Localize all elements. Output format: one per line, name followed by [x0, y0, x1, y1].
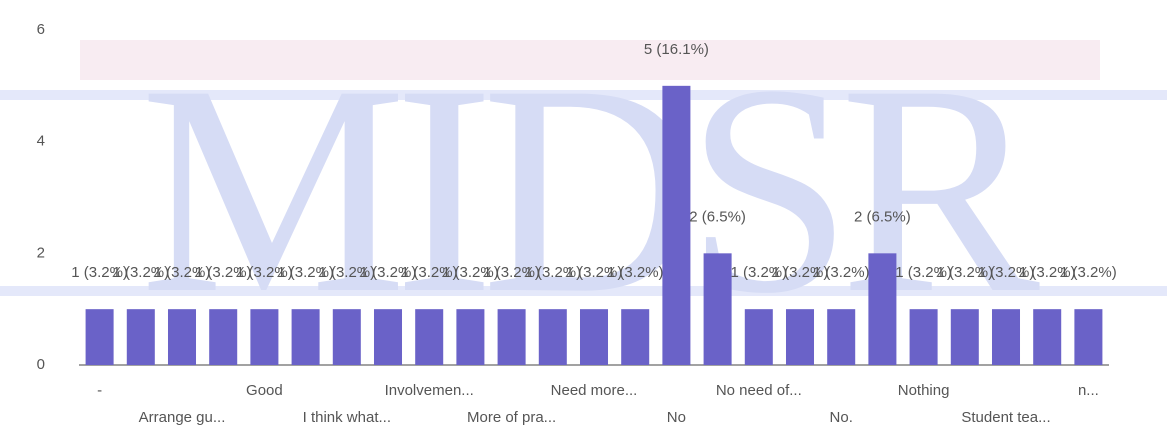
x-tick-label: No need of...: [716, 382, 802, 399]
y-tick-label: 4: [37, 133, 45, 150]
bar: [497, 309, 526, 365]
x-tick-label: Good: [246, 382, 283, 399]
value-label: 1 (3.2%): [154, 264, 211, 281]
value-label: 1 (3.2%): [813, 264, 870, 281]
value-label: 1 (3.2%): [483, 264, 540, 281]
value-label: 1 (3.2%): [730, 264, 787, 281]
value-label: 1 (3.2%): [772, 264, 829, 281]
y-tick-label: 0: [37, 356, 45, 373]
bar: [662, 85, 691, 365]
watermark-band: [0, 286, 1167, 296]
value-label: 1 (3.2%): [112, 264, 169, 281]
x-tick-label: n...: [1078, 382, 1099, 399]
bar: [868, 253, 897, 365]
bar: [250, 309, 279, 365]
value-label: 1 (3.2%): [360, 264, 417, 281]
value-label: 1 (3.2%): [566, 264, 623, 281]
bar: [1033, 309, 1062, 365]
bar: [827, 309, 856, 365]
value-label: 1 (3.2%): [978, 264, 1035, 281]
x-tick-label: -: [97, 382, 102, 399]
bar: [126, 309, 155, 365]
x-tick-label: Student tea...: [961, 409, 1050, 426]
value-label: 1 (3.2%): [442, 264, 499, 281]
bar: [415, 309, 444, 365]
bar: [579, 309, 609, 365]
y-tick-label: 2: [37, 244, 45, 261]
bar: [950, 309, 979, 365]
bar: [909, 309, 938, 365]
value-label: 1 (3.2%): [71, 264, 128, 281]
x-tick-label: Nothing: [898, 382, 950, 399]
x-tick-label: Arrange gu...: [139, 409, 226, 426]
x-tick-label: No.: [830, 409, 853, 426]
bar: [332, 309, 361, 365]
bar: [209, 309, 238, 365]
value-label: 1 (3.2%): [895, 264, 952, 281]
bar: [744, 309, 773, 365]
x-tick-label: Need more...: [551, 382, 638, 399]
bar: [456, 309, 485, 365]
x-tick-label: Involvemen...: [385, 382, 474, 399]
bar: [621, 309, 650, 365]
x-tick-label: More of pra...: [467, 409, 556, 426]
value-label: 1 (3.2%): [607, 264, 664, 281]
value-label: 1 (3.2%): [936, 264, 993, 281]
bar: [538, 309, 567, 365]
bar: [85, 309, 114, 365]
value-label: 1 (3.2%): [236, 264, 293, 281]
x-tick-label: I think what...: [303, 409, 391, 426]
value-label: 1 (3.2%): [195, 264, 252, 281]
watermark: MIDSR: [140, 23, 1041, 355]
value-label: 2 (6.5%): [689, 208, 746, 225]
value-label: 1 (3.2%): [277, 264, 334, 281]
bar: [703, 253, 732, 365]
bar: [991, 309, 1021, 365]
watermark-band: [0, 90, 1167, 100]
value-label: 1 (3.2%): [401, 264, 458, 281]
value-label: 1 (3.2%): [524, 264, 581, 281]
watermark-band: [80, 40, 1100, 80]
bar: [373, 309, 403, 365]
value-label: 2 (6.5%): [854, 208, 911, 225]
bar: [785, 309, 815, 365]
bar: [1074, 309, 1103, 365]
value-label: 1 (3.2%): [1060, 264, 1117, 281]
bar: [291, 309, 320, 365]
x-tick-label: No: [667, 409, 686, 426]
value-label: 1 (3.2%): [318, 264, 375, 281]
value-label: 5 (16.1%): [644, 41, 709, 58]
y-tick-label: 6: [37, 21, 45, 38]
value-label: 1 (3.2%): [1019, 264, 1076, 281]
bar: [167, 309, 197, 365]
